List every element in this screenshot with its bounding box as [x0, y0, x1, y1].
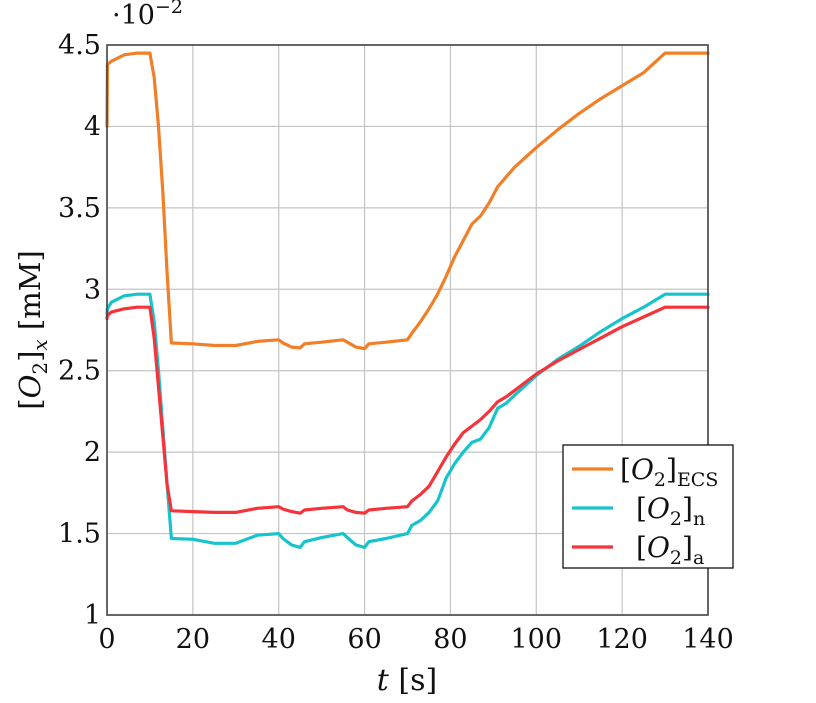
- x-tick-label: 140: [682, 624, 734, 655]
- x-axis-label: t [s]: [377, 663, 437, 698]
- axis-ticks: 0 20 40 60 80 100 120 140 1 1.5 2 2.5 3 3.5 4 4.5: [58, 30, 734, 655]
- y-tick-label: 4: [84, 111, 101, 142]
- y-tick-label: 4.5: [58, 30, 101, 61]
- x-tick-label: 120: [596, 624, 648, 655]
- x-tick-label: 100: [511, 624, 563, 655]
- legend: [O2]ECS[O2]n[O2]a: [562, 444, 734, 569]
- x-tick-label: 80: [433, 624, 467, 655]
- y-scale-multiplier: ·10−2: [112, 0, 183, 31]
- legend-label: [O2]ECS: [620, 453, 718, 491]
- legend-label: [O2]n: [636, 492, 705, 530]
- data-series: [105, 51, 710, 550]
- plot-area-frame: [106, 44, 709, 616]
- series-line-a: [105, 305, 710, 515]
- y-tick-label: 2.5: [58, 356, 101, 387]
- x-tick-label: 60: [347, 624, 381, 655]
- x-tick-label: 0: [98, 624, 115, 655]
- y-axis-label: [O2]x [mM]: [13, 250, 52, 410]
- y-tick-label: 2: [84, 437, 101, 468]
- y-tick-label: 1: [84, 600, 101, 631]
- x-tick-label: 40: [262, 624, 296, 655]
- y-tick-label: 1.5: [58, 519, 101, 550]
- x-tick-label: 20: [176, 624, 210, 655]
- y-tick-label: 3: [84, 274, 101, 305]
- grid-lines: [106, 44, 709, 616]
- legend-label: [O2]a: [636, 531, 704, 569]
- y-tick-label: 3.5: [58, 193, 101, 224]
- series-line-ecs: [105, 51, 710, 351]
